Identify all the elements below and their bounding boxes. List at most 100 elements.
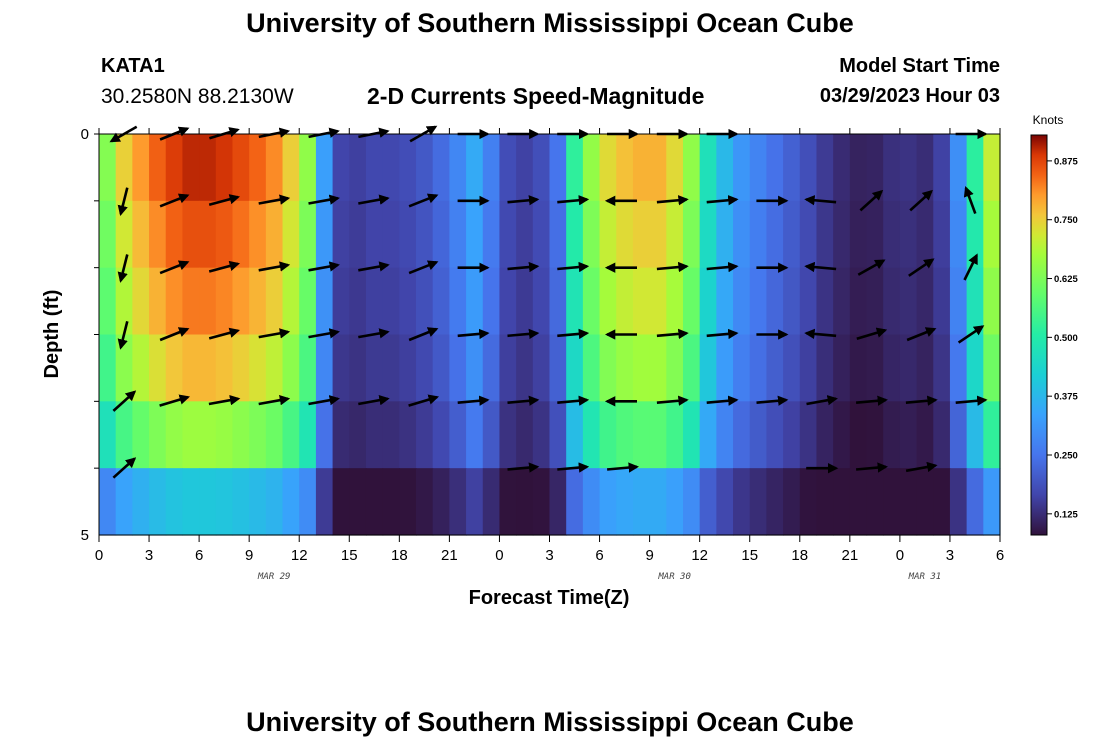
heatmap-cell: [215, 134, 234, 202]
current-vector-arrow: [112, 457, 137, 479]
heatmap-cell: [132, 267, 150, 336]
heatmap-cell: [549, 401, 567, 469]
heatmap-cell: [332, 267, 350, 336]
heatmap-cell: [499, 134, 517, 202]
heatmap-cell: [899, 267, 918, 336]
heatmap-cell: [599, 468, 617, 536]
heatmap-cell: [399, 468, 417, 536]
heatmap-cell: [549, 334, 567, 402]
heatmap-cell: [949, 401, 968, 469]
heatmap-cell: [432, 267, 450, 336]
heatmap-cell: [432, 468, 450, 536]
heatmap-cell: [315, 468, 334, 536]
heatmap-cell: [215, 267, 234, 336]
current-vector-arrow: [804, 261, 837, 273]
heatmap-cell: [149, 200, 167, 269]
heatmap-cell: [733, 468, 751, 536]
current-vector-arrow: [957, 325, 985, 344]
heatmap-cell: [716, 134, 734, 202]
heatmap-cell: [599, 200, 617, 269]
heatmap-cell: [916, 401, 934, 469]
heatmap-cell: [165, 200, 184, 269]
heatmap-cell: [632, 267, 651, 336]
current-vector-arrow: [457, 328, 490, 340]
heatmap-cell: [432, 401, 450, 469]
heatmap-cell: [532, 200, 551, 269]
current-vector-arrow: [806, 395, 838, 406]
heatmap-cell: [582, 334, 601, 402]
heatmap-cell: [149, 468, 167, 536]
heatmap-cell: [566, 468, 584, 536]
heatmap-cell: [849, 134, 868, 202]
heatmap-cell: [833, 200, 851, 269]
heatmap-cell: [349, 334, 367, 402]
colorbar: Knots 0.875 0.750 0.625 0.500 0.375 0.250 0.12…: [1030, 113, 1078, 536]
heatmap-cell: [432, 334, 450, 402]
heatmap-cell: [349, 468, 367, 536]
heatmap-cell: [332, 468, 350, 536]
heatmap-cell: [833, 401, 851, 469]
heatmap-cell: [899, 134, 918, 202]
current-vector-arrow: [955, 395, 988, 406]
heatmap-cell: [616, 468, 634, 536]
current-vector-arrow: [117, 254, 129, 283]
heatmap-cell: [416, 200, 434, 269]
heatmap-cell: [766, 401, 784, 469]
current-vector-arrow: [963, 186, 977, 215]
heatmap-cell: [399, 134, 417, 202]
heatmap-cell: [666, 267, 684, 336]
current-vector-arrow: [159, 327, 190, 342]
heatmap-cell: [966, 401, 984, 469]
heatmap-cell: [582, 401, 601, 469]
heatmap-cell: [332, 334, 350, 402]
heatmap-cell: [666, 468, 684, 536]
heatmap-cell: [966, 334, 984, 402]
current-vector-arrow: [656, 195, 689, 206]
heatmap-cell: [382, 468, 400, 536]
x-axis: 0 3 6 9 12 15 18 21 0 3 6 9 12 15 18 21 0 3 6 MAR 29 MAR 30 M…: [95, 128, 1004, 582]
heatmap-cell: [199, 468, 217, 536]
heatmap-cell: [983, 200, 1001, 269]
heatmap-cell: [933, 334, 951, 402]
heatmap-cell: [649, 334, 667, 402]
heatmap-cell: [632, 200, 651, 269]
heatmap-cell: [716, 334, 734, 402]
heatmap-cell: [315, 401, 334, 469]
x-tick-label: 12: [691, 547, 708, 564]
current-vector-arrow: [308, 194, 340, 205]
heatmap-cell: [682, 134, 701, 202]
heatmap-cell: [299, 334, 317, 402]
heatmap-cell: [182, 200, 200, 269]
heatmap-cell: [149, 334, 167, 402]
heatmap-cell: [265, 401, 284, 469]
heatmap-cell: [399, 334, 417, 402]
heatmap-cell: [99, 134, 117, 202]
heatmap-cell: [966, 267, 984, 336]
x-date-label: MAR 29: [257, 572, 291, 582]
heatmap-cell: [666, 200, 684, 269]
heatmap-cell: [482, 401, 501, 469]
x-tick-label: 15: [341, 547, 358, 564]
heatmap-cell: [616, 267, 634, 336]
current-vector-arrow: [909, 189, 933, 212]
heatmap-cell: [332, 401, 350, 469]
heatmap-cell: [733, 334, 751, 402]
heatmap-cell: [149, 267, 167, 336]
heatmap-cell: [949, 334, 968, 402]
heatmap-cell: [833, 267, 851, 336]
current-vector-arrow: [408, 327, 439, 342]
heatmap-cell: [265, 334, 284, 402]
x-tick-label: 6: [595, 547, 603, 564]
heatmap-cell: [365, 468, 384, 536]
heatmap-cell: [749, 134, 768, 202]
heatmap-cell: [332, 200, 350, 269]
current-vector-arrow: [557, 261, 590, 273]
heatmap-cell: [849, 334, 868, 402]
heatmap-cell: [249, 267, 267, 336]
heatmap-cell: [933, 267, 951, 336]
heatmap-cell: [449, 334, 467, 402]
current-vector-arrow: [358, 395, 390, 406]
x-tick-label: 0: [896, 547, 904, 564]
heatmap-cell: [766, 267, 784, 336]
heatmap-cell: [816, 334, 834, 402]
